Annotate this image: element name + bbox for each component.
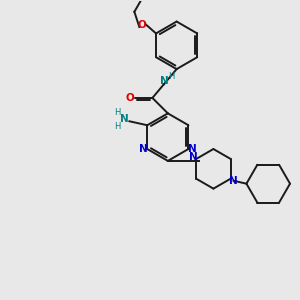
Text: N: N — [189, 152, 198, 162]
Text: O: O — [125, 93, 134, 103]
Text: O: O — [138, 20, 147, 31]
Text: N: N — [160, 76, 169, 86]
Text: H: H — [169, 72, 175, 81]
Text: H: H — [114, 108, 121, 117]
Text: N: N — [188, 144, 197, 154]
Text: H: H — [114, 122, 121, 131]
Text: N: N — [229, 176, 238, 186]
Text: N: N — [139, 144, 148, 154]
Text: N: N — [120, 114, 129, 124]
